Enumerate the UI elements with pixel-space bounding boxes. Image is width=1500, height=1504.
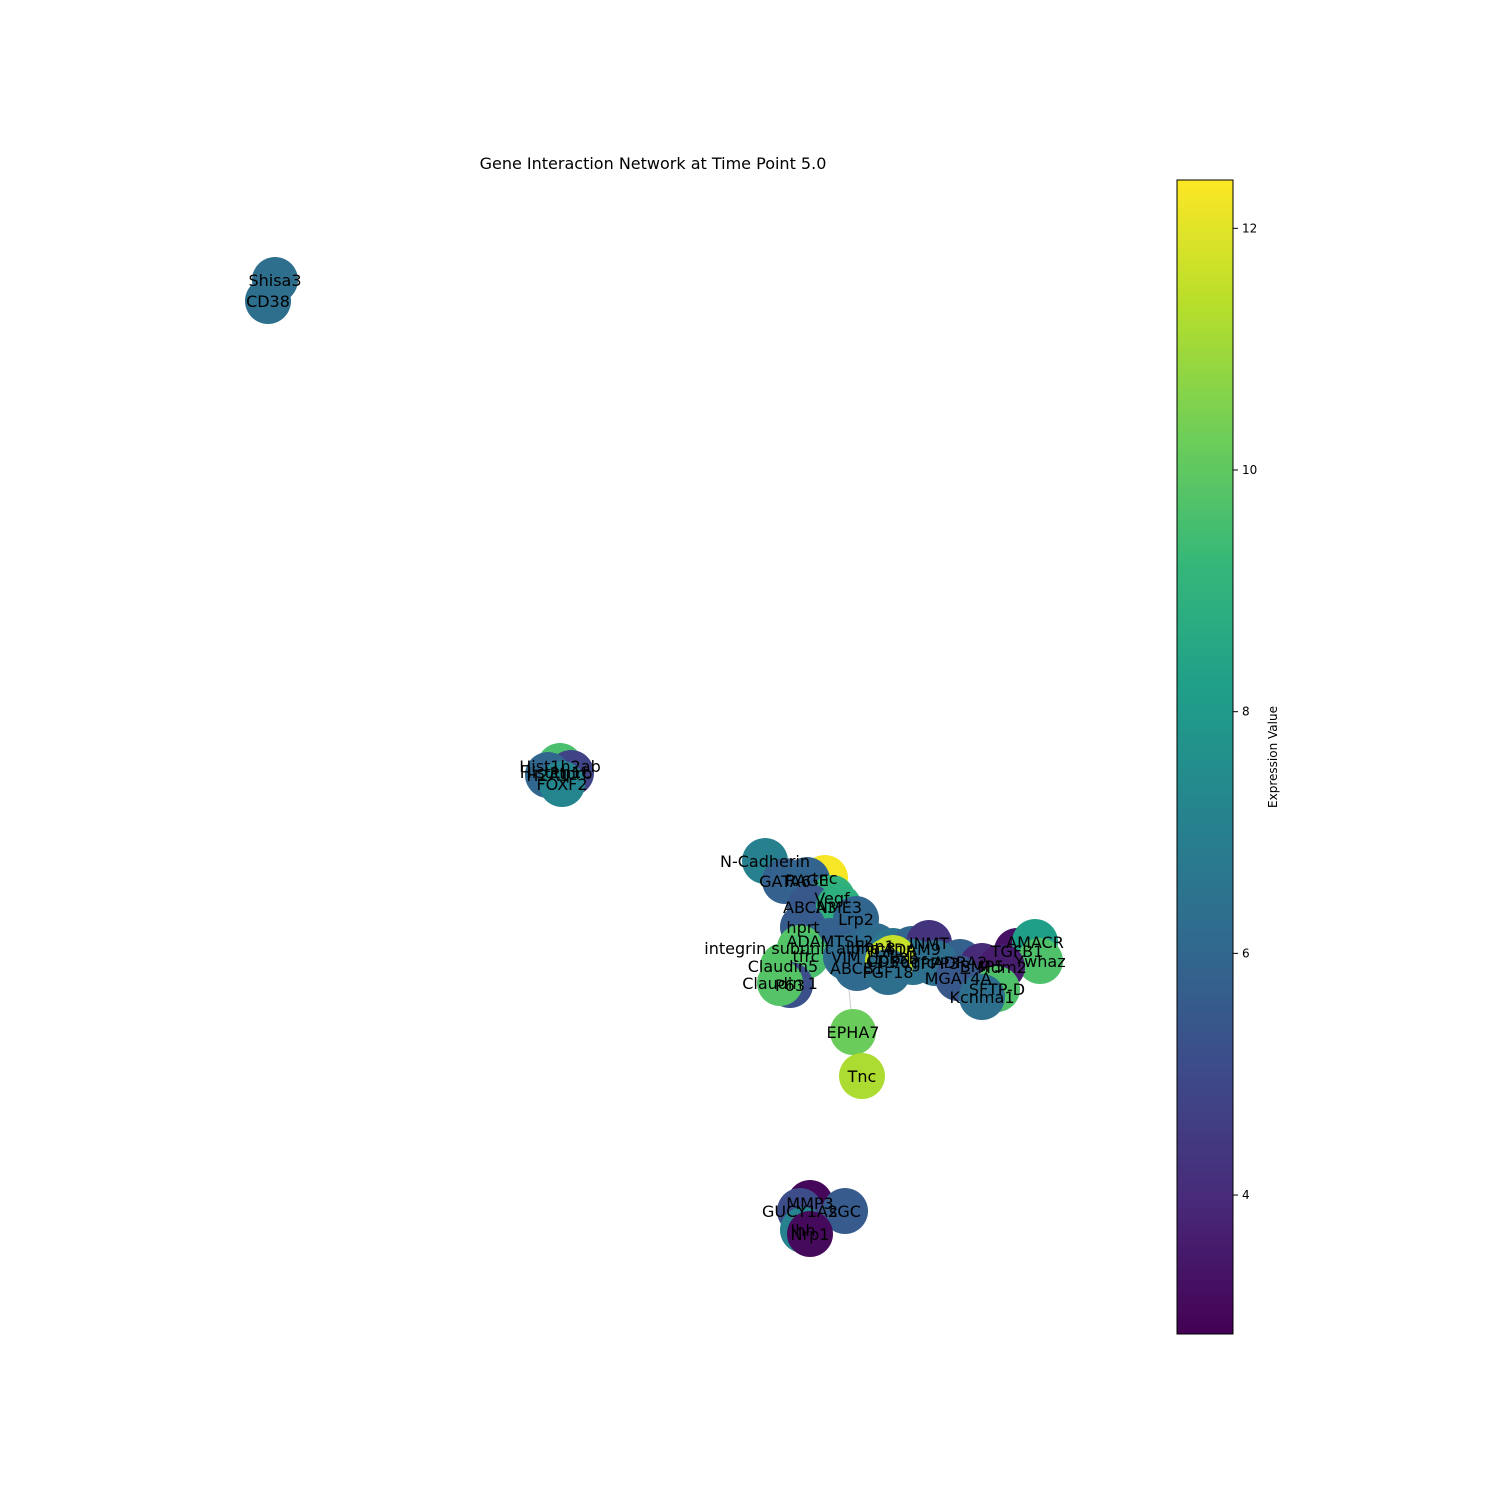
node-fgf18 [865,949,911,995]
node-label-mgat4a: MGAT4A [925,969,992,988]
colorbar-tick-label-8: 8 [1242,705,1250,719]
node-label-p63: P63 [775,976,805,995]
node-label-pdgfc: Pdgfc [891,953,935,972]
node-label-nme3: NME3 [816,898,862,917]
node-label-fgf18: FGF18 [862,963,913,982]
node-ywhaz [1017,938,1063,984]
node-label-ptprb: Ptprb [550,764,593,783]
nodes-layer [245,257,1063,1257]
node-label-kcnma1: Kcnma1 [950,988,1015,1007]
node-label-nrp1: Nrp1 [791,1225,830,1244]
colorbar-gradient [1176,179,1234,1335]
colorbar-tick-label-10: 10 [1242,463,1257,477]
node-label-upk3b: Upk3b [867,949,918,968]
colorbar-tick-label-6: 6 [1242,946,1250,960]
node-label-epha7: EPHA7 [827,1023,880,1042]
node-tnc [839,1053,885,1099]
edges-layer [267,279,1041,1235]
node-cd38 [245,278,291,324]
node-label-shisa3: Shisa3 [248,271,301,290]
node-sgc [822,1188,868,1234]
node-kcnma1 [959,974,1005,1020]
node-label-ihh: Ihh [791,1221,816,1240]
node-label-tgfb1: TGFB1 [990,942,1044,961]
node-label-bmp5: BMP5 [960,957,1005,976]
labels-layer: Shisa3 CD38 Hist1h2abHist1h1cPtprbH2A1FOXF… [246,271,1066,1244]
node-label-hist1h2ab: Hist1h2ab [519,757,601,776]
chart-title: Gene Interaction Network at Time Point 5… [479,154,827,173]
node-label-abca3: ABCA3 [783,898,837,917]
node-label-foxf2: FOXF2 [536,775,587,794]
node-label-abcb1: ABCB1 [830,959,884,978]
node-label-adam9: ADAM9 [883,940,941,959]
node-label-gata6: GATA6 [759,872,811,891]
node-label-h2a1: H2A1 [526,766,569,785]
colorbar-ticks: 4 6 8 10 12 [1233,221,1257,1202]
colorbar-label: Expression Value [1266,706,1280,808]
node-label-sgc: sGC [829,1202,861,1221]
colorbar-tick-label-4: 4 [1242,1188,1250,1202]
node-label-gucy1a2: GUCY1A2 [762,1202,838,1221]
node-label-mmp3: MMP3 [786,1194,833,1213]
node-label-tnc: Tnc [847,1067,877,1086]
colorbar-tick-label-12: 12 [1242,221,1257,235]
node-label-tppp3: TPPP3 [910,954,960,973]
node-claudin-1 [757,960,803,1006]
node-label-tnc: tnc [812,869,837,888]
node-label-hprt: hprt [786,918,819,937]
node-label-lrp2: Lrp2 [838,910,874,929]
node-label-sftp-d: SFTP-D [969,980,1025,999]
node-foxf2 [539,761,585,807]
node-label-vegf: Vegf [814,889,850,908]
node-label-hist1h1c: Hist1h1c [520,763,590,782]
node-label-integrin-subunit-alpha-8: integrin subunit alpha 8 [704,939,895,958]
node-epha7 [830,1009,876,1055]
node-label-cd36: CD36 [866,952,910,971]
node-label-ywhaz: Ywhaz [1013,952,1065,971]
node-label-cd38: CD38 [246,292,290,311]
node-label-fbn1: Fbn1 [855,937,895,956]
node-label-rage: RAGE [785,871,829,890]
node-label-n-cadherin: N-Cadherin [720,852,810,871]
node-label-adra2: ADRA2 [933,953,988,972]
node-label-claudin-1: Claudin 1 [742,974,818,993]
node-label-adamtsl2: ADAMTSL2 [787,932,874,951]
node-label-inmt: INMT [909,934,949,953]
node-label-vim: VIM [831,948,860,967]
node-label-claudin5: Claudin5 [748,957,818,976]
node-label-amacr: AMACR [1006,933,1064,952]
node-label-mdm2: Mdm2 [977,958,1027,977]
node-label-tfrc: tfrc [793,947,820,966]
node-label-igf1r: IGF1R [869,942,917,961]
colorbar: 4 6 8 10 12 Expression Value [1176,179,1280,1335]
node-nrp1 [787,1211,833,1257]
